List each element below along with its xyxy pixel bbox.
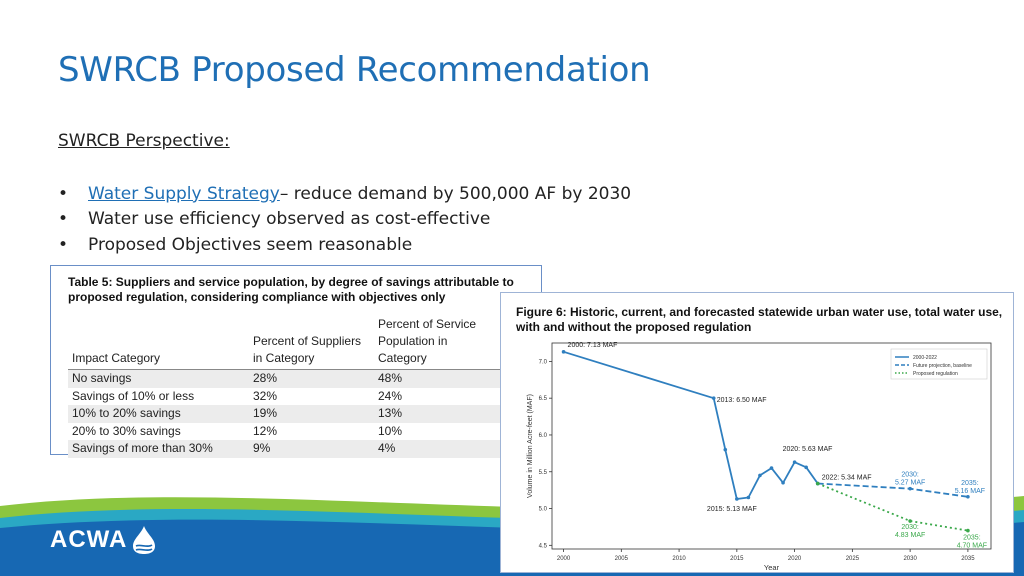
- table-caption: Table 5: Suppliers and service populatio…: [68, 275, 514, 304]
- table-cell: No savings: [68, 369, 249, 388]
- y-tick-label: 4.5: [539, 543, 548, 549]
- table-cell: 12%: [253, 423, 278, 438]
- bullet-item: • Water Supply Strategy – reduce demand …: [58, 181, 631, 207]
- table-header-row: Impact Category Percent of Suppliers in …: [68, 316, 500, 370]
- bullet-dot: •: [58, 209, 69, 230]
- y-tick-label: 5.0: [539, 507, 548, 513]
- x-tick-label: 2010: [672, 556, 686, 562]
- table-cell: 32%: [253, 388, 278, 403]
- x-tick-label: 2005: [615, 556, 629, 562]
- figure-6-card: Figure 6: Historic, current, and forecas…: [500, 292, 1014, 573]
- legend-box: [890, 348, 988, 380]
- series-3-point: [908, 519, 912, 523]
- series-1-point: [561, 350, 566, 354]
- logo-text: ACWA: [50, 526, 128, 553]
- x-axis-label: Year: [764, 563, 780, 572]
- series-1-point: [711, 396, 716, 400]
- y-tick-label: 6.5: [539, 396, 548, 402]
- table-cell: 48%: [374, 369, 500, 388]
- data-annotation: 2015: 5.13 MAF: [707, 506, 757, 513]
- data-annotation: 4.70 MAF: [957, 543, 987, 550]
- table-row: No savings 28% 48%: [68, 369, 500, 388]
- bullet-dot: •: [58, 234, 69, 255]
- table-row: Savings of more than 30% 9% 4%: [68, 440, 500, 458]
- data-annotation: 2035:: [961, 480, 979, 487]
- x-tick-label: 2025: [846, 556, 860, 562]
- series-3-point: [966, 528, 970, 533]
- table-row: 10% to 20% savings 19% 13%: [68, 405, 500, 423]
- table-cell: 10% to 20% savings: [68, 405, 249, 423]
- legend-label: 2000-2022: [913, 355, 937, 361]
- legend-label: Proposed regulation: [913, 371, 958, 377]
- header-impact-category: Impact Category: [68, 316, 249, 370]
- y-tick-label: 6.0: [539, 433, 548, 439]
- series-1-point: [735, 497, 739, 501]
- subheading: SWRCB Perspective:: [58, 131, 230, 151]
- series-1-point: [792, 460, 797, 464]
- series-1-point: [781, 480, 785, 485]
- bullet-item: • Water use efficiency observed as cost-…: [58, 207, 631, 233]
- slide-title: SWRCB Proposed Recommendation: [58, 50, 651, 90]
- water-use-chart: 2000 2005 2010 2015 2020 2025 2030 2035 4.5 5.0 5.…: [527, 342, 992, 572]
- table-cell: 10%: [378, 423, 403, 438]
- series-1-point: [723, 447, 728, 452]
- series-3-point: [815, 481, 820, 486]
- table-cell: 19%: [249, 405, 374, 423]
- bullet-dot: •: [58, 183, 69, 204]
- bullet-text: – reduce demand by 500,000 AF by 2030: [279, 183, 632, 204]
- data-annotation: 5.16 MAF: [955, 488, 985, 495]
- plot-frame: [551, 342, 992, 550]
- y-tick-label: 5.5: [539, 470, 548, 476]
- data-annotation: 2035:: [963, 535, 981, 542]
- series-line-1: [563, 350, 819, 500]
- table-cell: 20% to 30% savings: [72, 423, 181, 438]
- table-row: 20% to 30% savings 12% 10%: [68, 423, 500, 441]
- savings-table: Impact Category Percent of Suppliers in …: [68, 316, 500, 458]
- x-tick-label: 2000: [557, 556, 571, 562]
- bullet-item: • Proposed Objectives seem reasonable: [58, 232, 631, 258]
- table-cell: 13%: [374, 405, 500, 423]
- table-cell: 28%: [249, 369, 374, 388]
- series-1-point: [769, 466, 774, 470]
- series-line-3: [817, 482, 969, 532]
- figure-caption: Figure 6: Historic, current, and forecas…: [516, 305, 1003, 334]
- data-annotation: 2020: 5.63 MAF: [783, 446, 833, 453]
- series-1-point: [758, 473, 762, 478]
- header-percent-population: Percent of Service Population in Categor…: [374, 316, 500, 370]
- table-cell: Savings of more than 30%: [68, 440, 249, 458]
- table-cell: 4%: [374, 440, 500, 458]
- bullet-text: Proposed Objectives seem reasonable: [88, 234, 413, 255]
- data-annotation: 4.83 MAF: [895, 532, 925, 539]
- x-tick-label: 2020: [788, 556, 802, 562]
- water-supply-strategy-link[interactable]: Water Supply Strategy: [88, 183, 280, 204]
- bullet-list: • Water Supply Strategy – reduce demand …: [58, 181, 631, 258]
- header-percent-suppliers: Percent of Suppliers in Category: [249, 316, 374, 370]
- bullet-text: Water use efficiency observed as cost-ef…: [88, 209, 491, 230]
- series-line-2: [817, 482, 969, 498]
- acwa-logo: ACWA: [50, 525, 157, 555]
- y-axis-label: Volume in Million Acre-feet (MAF): [527, 394, 534, 498]
- table-cell: Savings of 10% or less: [72, 388, 195, 403]
- series-2-point: [966, 494, 970, 499]
- data-annotation: 2030:: [901, 524, 919, 531]
- data-annotation: 2022: 5.34 MAF: [822, 475, 872, 482]
- series-1-point: [746, 495, 751, 500]
- series-2-point: [908, 486, 912, 491]
- legend-label: Future projection, baseline: [913, 363, 972, 369]
- data-annotation: 2000: 7.13 MAF: [568, 342, 618, 349]
- table-row: Savings of 10% or less 32% 24%: [68, 388, 500, 406]
- x-tick-label: 2015: [730, 556, 744, 562]
- table-5-card: Table 5: Suppliers and service populatio…: [50, 265, 542, 458]
- table-cell: 24%: [378, 388, 403, 403]
- data-annotation: 5.27 MAF: [895, 480, 925, 487]
- x-tick-label: 2030: [903, 556, 917, 562]
- table-cell: 9%: [249, 440, 374, 458]
- series-1-point: [804, 465, 808, 470]
- x-tick-label: 2035: [961, 556, 975, 562]
- water-drop-icon: [133, 526, 156, 554]
- data-annotation: 2013: 6.50 MAF: [717, 397, 767, 404]
- y-tick-label: 7.0: [539, 359, 548, 365]
- data-annotation: 2030:: [901, 472, 919, 479]
